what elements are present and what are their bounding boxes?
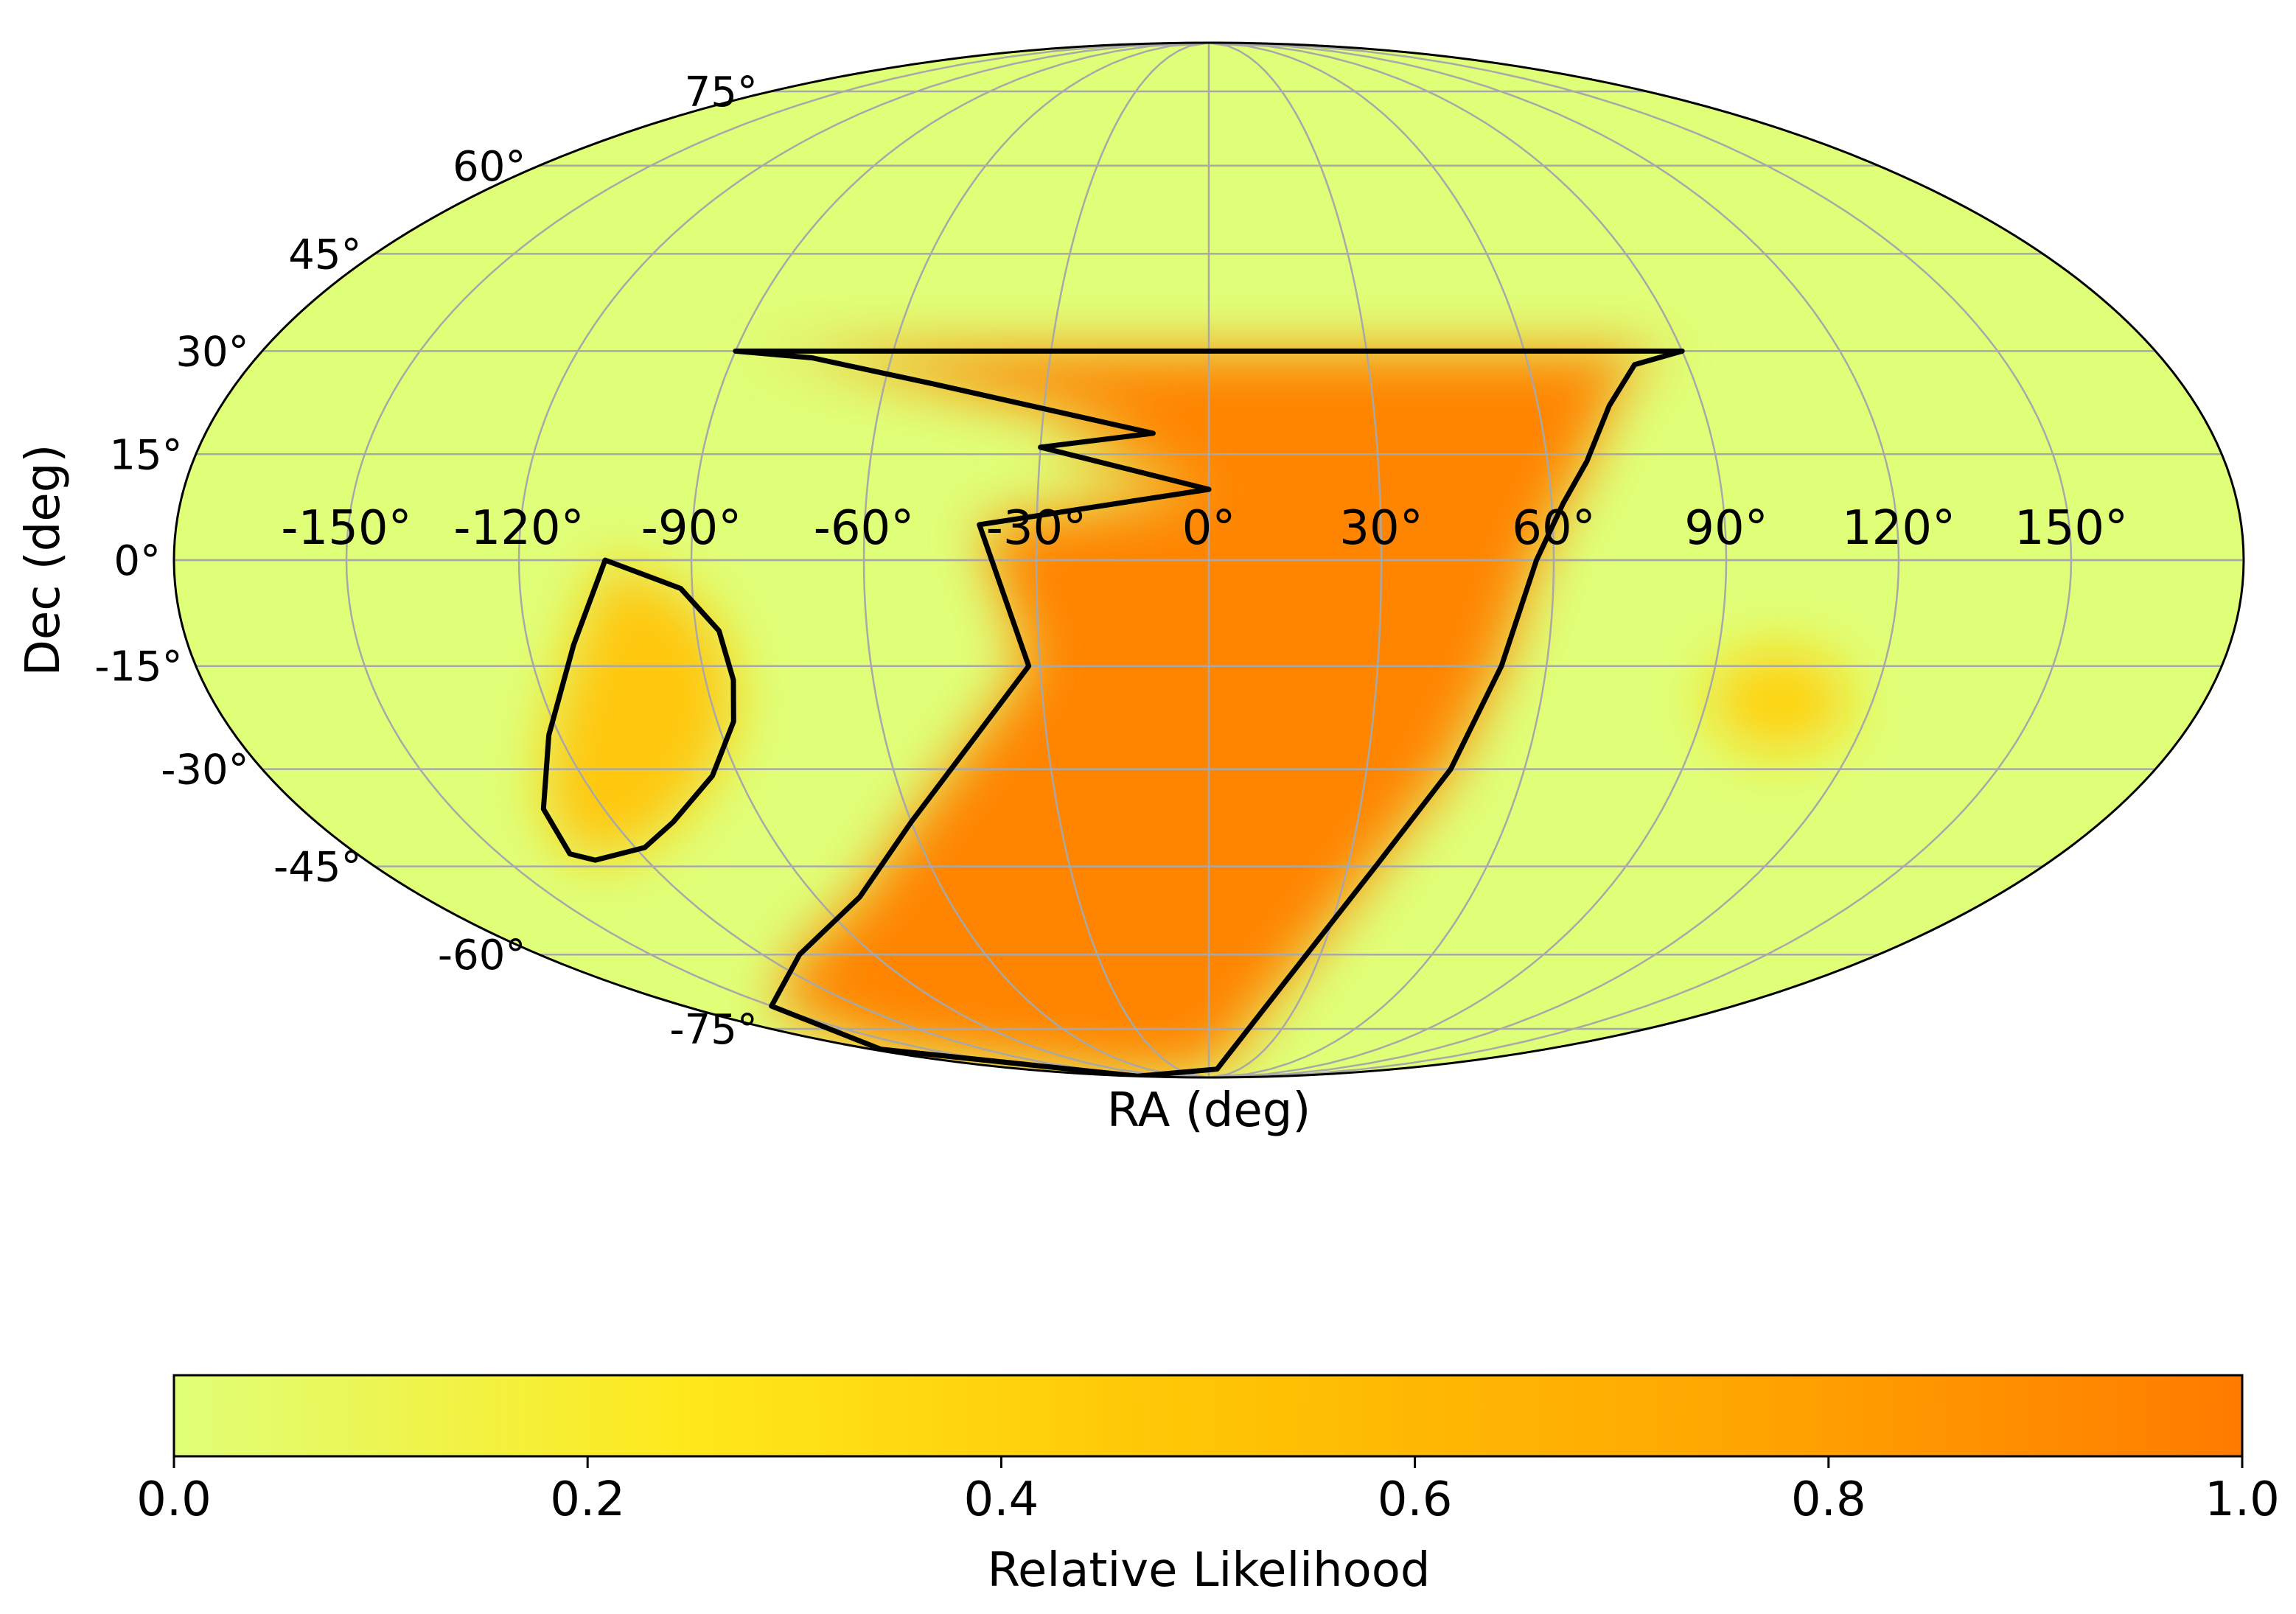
ra-tick-labels: -150° -120° -90° -60° -30° 0° 30° 60° 90° 120° 150… xyxy=(281,501,2128,556)
dec-tick-label: -45° xyxy=(273,844,361,892)
ra-tick-label: 90° xyxy=(1684,501,1768,556)
likelihood-contours xyxy=(540,348,1685,1077)
colorbar-gradient xyxy=(172,1374,2244,1458)
ra-tick-label: 0° xyxy=(1182,501,1236,556)
colorbar-tick-label: 0.2 xyxy=(550,1472,625,1527)
dec-tick-label: 45° xyxy=(288,231,361,279)
ra-tick-label: 30° xyxy=(1339,501,1423,556)
dec-tick-label: 75° xyxy=(685,69,758,116)
ra-tick-label: -60° xyxy=(814,501,915,556)
ra-tick-label: 120° xyxy=(1842,501,1955,556)
colorbar-label: Relative Likelihood xyxy=(987,1543,1430,1598)
y-axis-label: Dec (deg) xyxy=(16,444,71,677)
ra-tick-label: -30° xyxy=(986,501,1087,556)
colorbar-ticks: 0.0 0.2 0.4 0.6 0.8 1.0 xyxy=(136,1456,2280,1527)
dec-tick-label: -15° xyxy=(94,643,182,691)
contour-inner xyxy=(540,557,736,863)
colorbar: 0.0 0.2 0.4 0.6 0.8 1.0 Relative Likelihood xyxy=(136,1374,2280,1598)
x-axis-label: RA (deg) xyxy=(1107,1083,1311,1138)
map-boundary xyxy=(172,41,2245,1079)
colorbar-tick-label: 0.8 xyxy=(1791,1472,1866,1527)
ra-tick-label: 150° xyxy=(2014,501,2128,556)
colorbar-tick-label: 0.0 xyxy=(136,1472,212,1527)
sky-map: -150° -120° -90° -60° -30° 0° 30° 60° 90° 120° 150… xyxy=(16,41,2245,1138)
colorbar-tick-label: 1.0 xyxy=(2205,1472,2280,1527)
dec-tick-label: -75° xyxy=(669,1006,757,1054)
ra-tick-label: -150° xyxy=(281,501,411,556)
dec-tick-label: 0° xyxy=(114,537,161,585)
dec-tick-labels: -75° -60° -45° -30° -15° 0° 15° 30° 45° 60° 75° xyxy=(94,69,758,1054)
dec-tick-label: 60° xyxy=(453,143,526,191)
dec-tick-label: 30° xyxy=(175,328,248,376)
dec-tick-label: 15° xyxy=(109,431,182,479)
ra-tick-label: -90° xyxy=(641,501,742,556)
colorbar-tick-label: 0.4 xyxy=(964,1472,1039,1527)
likelihood-peak-core xyxy=(1709,649,1849,752)
contour-outer xyxy=(733,348,1685,1077)
dec-tick-label: -60° xyxy=(438,932,526,979)
ra-tick-label: 60° xyxy=(1512,501,1595,556)
dec-tick-label: -30° xyxy=(161,747,248,794)
colorbar-tick-label: 0.6 xyxy=(1378,1472,1453,1527)
central-likelihood-region xyxy=(543,560,734,861)
ra-tick-label: -120° xyxy=(453,501,584,556)
